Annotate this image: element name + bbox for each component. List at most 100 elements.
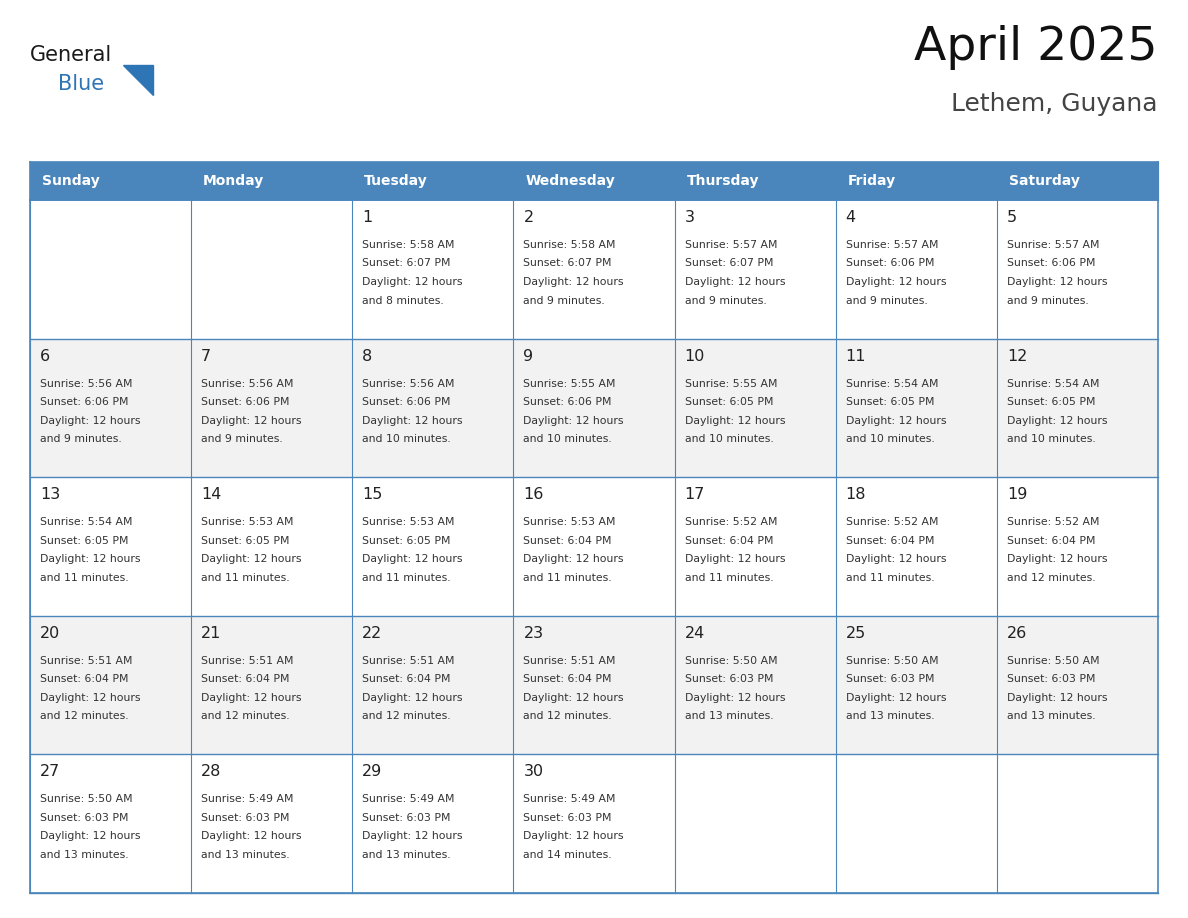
Text: 25: 25 xyxy=(846,626,866,641)
Text: Sunset: 6:06 PM: Sunset: 6:06 PM xyxy=(524,397,612,407)
Text: and 13 minutes.: and 13 minutes. xyxy=(1007,711,1095,722)
Text: Sunrise: 5:51 AM: Sunrise: 5:51 AM xyxy=(524,655,615,666)
Text: Sunset: 6:03 PM: Sunset: 6:03 PM xyxy=(40,813,128,823)
Text: Daylight: 12 hours: Daylight: 12 hours xyxy=(1007,693,1107,703)
Text: Sunrise: 5:56 AM: Sunrise: 5:56 AM xyxy=(362,378,455,388)
Text: Sunrise: 5:50 AM: Sunrise: 5:50 AM xyxy=(684,655,777,666)
Text: and 9 minutes.: and 9 minutes. xyxy=(1007,296,1088,306)
Text: Daylight: 12 hours: Daylight: 12 hours xyxy=(684,693,785,703)
Text: Thursday: Thursday xyxy=(687,174,759,188)
Text: Daylight: 12 hours: Daylight: 12 hours xyxy=(1007,416,1107,426)
Text: and 10 minutes.: and 10 minutes. xyxy=(524,434,612,444)
Text: and 13 minutes.: and 13 minutes. xyxy=(846,711,934,722)
Text: and 13 minutes.: and 13 minutes. xyxy=(40,850,128,860)
Text: 9: 9 xyxy=(524,349,533,364)
Text: and 13 minutes.: and 13 minutes. xyxy=(684,711,773,722)
Text: Daylight: 12 hours: Daylight: 12 hours xyxy=(40,554,140,565)
Text: Daylight: 12 hours: Daylight: 12 hours xyxy=(201,693,302,703)
Text: Daylight: 12 hours: Daylight: 12 hours xyxy=(40,693,140,703)
Bar xyxy=(997,162,1158,200)
Text: Sunrise: 5:58 AM: Sunrise: 5:58 AM xyxy=(524,240,615,250)
Text: Wednesday: Wednesday xyxy=(525,174,615,188)
Text: 11: 11 xyxy=(846,349,866,364)
Text: Sunset: 6:04 PM: Sunset: 6:04 PM xyxy=(201,675,290,684)
Text: Daylight: 12 hours: Daylight: 12 hours xyxy=(40,416,140,426)
Text: and 11 minutes.: and 11 minutes. xyxy=(40,573,128,583)
Text: 3: 3 xyxy=(684,210,695,225)
Text: 22: 22 xyxy=(362,626,383,641)
Text: Sunset: 6:03 PM: Sunset: 6:03 PM xyxy=(684,675,773,684)
Text: Sunrise: 5:51 AM: Sunrise: 5:51 AM xyxy=(201,655,293,666)
Text: and 12 minutes.: and 12 minutes. xyxy=(1007,573,1095,583)
Text: 26: 26 xyxy=(1007,626,1028,641)
Text: and 9 minutes.: and 9 minutes. xyxy=(40,434,121,444)
Text: 4: 4 xyxy=(846,210,855,225)
Text: Sunset: 6:03 PM: Sunset: 6:03 PM xyxy=(1007,675,1095,684)
Text: Daylight: 12 hours: Daylight: 12 hours xyxy=(846,277,946,287)
Text: Daylight: 12 hours: Daylight: 12 hours xyxy=(362,277,463,287)
Text: 2: 2 xyxy=(524,210,533,225)
Bar xyxy=(30,162,191,200)
Text: Sunset: 6:07 PM: Sunset: 6:07 PM xyxy=(684,259,773,268)
Text: Lethem, Guyana: Lethem, Guyana xyxy=(952,92,1158,116)
Text: and 9 minutes.: and 9 minutes. xyxy=(846,296,928,306)
Text: 29: 29 xyxy=(362,765,383,779)
Text: Sunrise: 5:49 AM: Sunrise: 5:49 AM xyxy=(524,794,615,804)
Text: Daylight: 12 hours: Daylight: 12 hours xyxy=(524,693,624,703)
Text: and 12 minutes.: and 12 minutes. xyxy=(40,711,128,722)
Text: and 9 minutes.: and 9 minutes. xyxy=(684,296,766,306)
Text: 17: 17 xyxy=(684,487,704,502)
Text: Sunrise: 5:50 AM: Sunrise: 5:50 AM xyxy=(1007,655,1099,666)
Text: Monday: Monday xyxy=(203,174,265,188)
Text: 23: 23 xyxy=(524,626,544,641)
Text: 8: 8 xyxy=(362,349,373,364)
Text: Sunrise: 5:56 AM: Sunrise: 5:56 AM xyxy=(40,378,133,388)
Text: Daylight: 12 hours: Daylight: 12 hours xyxy=(846,554,946,565)
Text: 12: 12 xyxy=(1007,349,1028,364)
Text: and 11 minutes.: and 11 minutes. xyxy=(524,573,612,583)
Text: Sunset: 6:06 PM: Sunset: 6:06 PM xyxy=(846,259,934,268)
Bar xyxy=(191,162,353,200)
Text: Sunrise: 5:52 AM: Sunrise: 5:52 AM xyxy=(1007,517,1099,527)
Text: Daylight: 12 hours: Daylight: 12 hours xyxy=(684,277,785,287)
Text: Daylight: 12 hours: Daylight: 12 hours xyxy=(362,554,463,565)
Text: Sunrise: 5:57 AM: Sunrise: 5:57 AM xyxy=(1007,240,1099,250)
Text: Daylight: 12 hours: Daylight: 12 hours xyxy=(362,693,463,703)
Text: Daylight: 12 hours: Daylight: 12 hours xyxy=(40,832,140,842)
Text: 14: 14 xyxy=(201,487,221,502)
Text: Sunrise: 5:49 AM: Sunrise: 5:49 AM xyxy=(362,794,455,804)
Text: Sunrise: 5:51 AM: Sunrise: 5:51 AM xyxy=(362,655,455,666)
Text: Sunrise: 5:55 AM: Sunrise: 5:55 AM xyxy=(524,378,615,388)
Text: Daylight: 12 hours: Daylight: 12 hours xyxy=(362,832,463,842)
Text: Sunrise: 5:52 AM: Sunrise: 5:52 AM xyxy=(846,517,939,527)
Text: Sunset: 6:04 PM: Sunset: 6:04 PM xyxy=(524,675,612,684)
Text: Daylight: 12 hours: Daylight: 12 hours xyxy=(1007,277,1107,287)
Bar xyxy=(675,162,835,200)
Text: and 10 minutes.: and 10 minutes. xyxy=(362,434,451,444)
Text: Daylight: 12 hours: Daylight: 12 hours xyxy=(684,416,785,426)
Text: 27: 27 xyxy=(40,765,61,779)
Text: Sunrise: 5:53 AM: Sunrise: 5:53 AM xyxy=(201,517,293,527)
Text: Daylight: 12 hours: Daylight: 12 hours xyxy=(524,277,624,287)
Text: Sunrise: 5:53 AM: Sunrise: 5:53 AM xyxy=(524,517,615,527)
Polygon shape xyxy=(124,65,153,95)
Text: and 8 minutes.: and 8 minutes. xyxy=(362,296,444,306)
Text: Sunrise: 5:54 AM: Sunrise: 5:54 AM xyxy=(1007,378,1099,388)
Text: Sunset: 6:04 PM: Sunset: 6:04 PM xyxy=(362,675,450,684)
Text: Sunset: 6:07 PM: Sunset: 6:07 PM xyxy=(524,259,612,268)
Text: Sunset: 6:04 PM: Sunset: 6:04 PM xyxy=(524,536,612,545)
Text: and 9 minutes.: and 9 minutes. xyxy=(524,296,605,306)
Text: Sunset: 6:04 PM: Sunset: 6:04 PM xyxy=(1007,536,1095,545)
Text: Sunset: 6:05 PM: Sunset: 6:05 PM xyxy=(362,536,450,545)
Text: Sunrise: 5:57 AM: Sunrise: 5:57 AM xyxy=(684,240,777,250)
Text: Daylight: 12 hours: Daylight: 12 hours xyxy=(684,554,785,565)
Text: 21: 21 xyxy=(201,626,221,641)
Text: Sunrise: 5:49 AM: Sunrise: 5:49 AM xyxy=(201,794,293,804)
Text: Sunset: 6:03 PM: Sunset: 6:03 PM xyxy=(524,813,612,823)
Text: and 13 minutes.: and 13 minutes. xyxy=(201,850,290,860)
Text: Sunrise: 5:54 AM: Sunrise: 5:54 AM xyxy=(846,378,939,388)
Text: 28: 28 xyxy=(201,765,221,779)
Text: Sunset: 6:06 PM: Sunset: 6:06 PM xyxy=(362,397,450,407)
Text: April 2025: April 2025 xyxy=(915,25,1158,70)
Text: Sunset: 6:04 PM: Sunset: 6:04 PM xyxy=(40,675,128,684)
